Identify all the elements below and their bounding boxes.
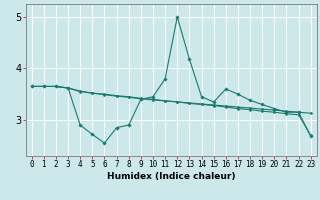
X-axis label: Humidex (Indice chaleur): Humidex (Indice chaleur) xyxy=(107,172,236,181)
